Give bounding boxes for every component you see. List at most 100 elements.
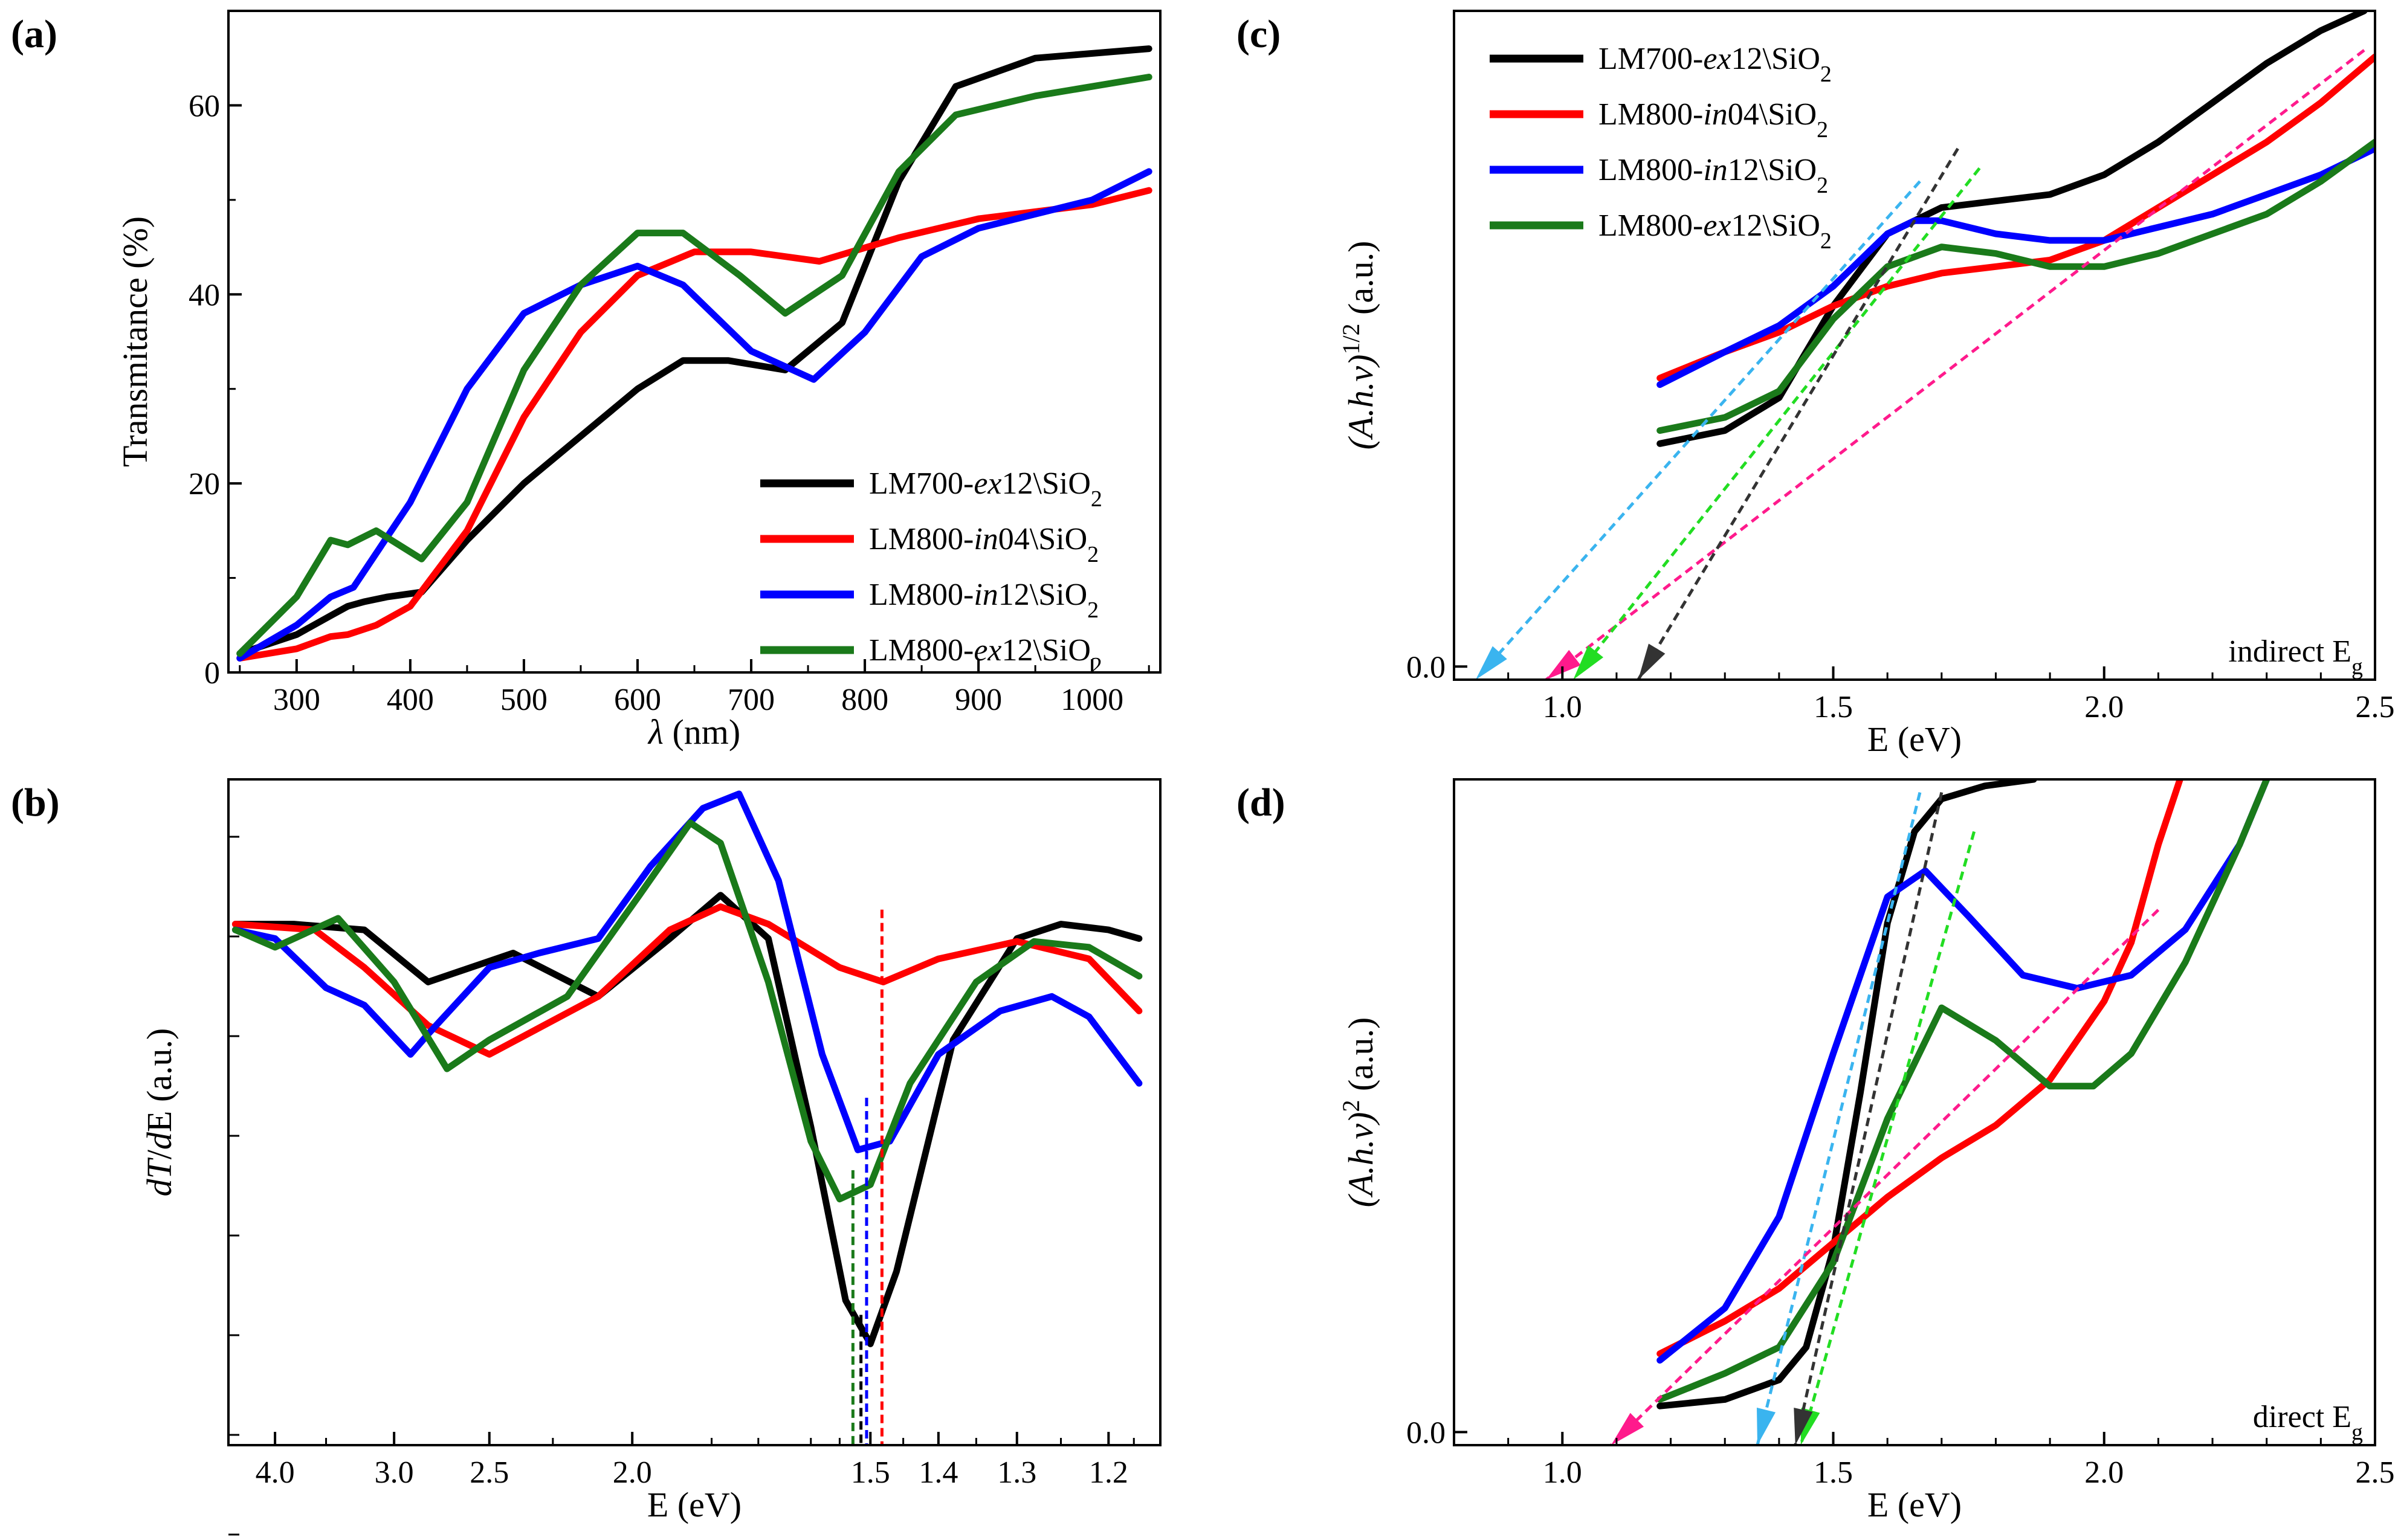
text-layer: 300 400 500 600 700 800 900 1000 0 20 40 60 (a) λ (nm… — [11, 12, 2395, 1524]
panel-a-legend-prefix: LM800- — [869, 522, 974, 556]
panel-b-xtick-label: 2.0 — [613, 1455, 652, 1490]
panel-d-series-red — [1656, 779, 2183, 1358]
panel-c-legend-italic: ex — [1703, 208, 1731, 243]
panel-c-ytick-label: 0.0 — [1406, 650, 1446, 685]
panel-b-series-green — [231, 819, 1143, 1203]
panel-c-xtick-label: 1.0 — [1543, 690, 1582, 724]
panel-c-legend-prefix: LM700- — [1598, 42, 1703, 76]
panel-b-xtick-label: 1.3 — [997, 1455, 1036, 1490]
panel-a-frame — [227, 10, 1162, 674]
panel-b-xtick-label: 2.5 — [470, 1455, 509, 1490]
panel-d-fit-lime — [1799, 831, 1976, 1445]
panel-c-ylabel: (A.h.ν)1/2 (a.u.) — [1337, 241, 1381, 450]
panel-c-fit-lime — [1572, 167, 1981, 680]
panel-c-frame — [1453, 10, 2376, 681]
panel-d-fit-arrow-magenta — [1611, 1413, 1644, 1445]
panel-a-legend-suffix: 04\SiO — [998, 522, 1087, 556]
panel-a-xlabel: λ (nm) — [647, 712, 740, 752]
panel-d-series-green — [1656, 779, 2270, 1403]
panel-d-label: (d) — [1236, 781, 1285, 825]
panel-a-xtick-label: 600 — [614, 683, 661, 717]
panel-a-legend-label: LM700-ex12\SiO2 — [869, 466, 1102, 512]
panel-c-xtick-label: 1.5 — [1814, 690, 1853, 724]
panel-a-ytick-label: 20 — [189, 467, 220, 501]
panel-b-xtick-label: 1.2 — [1089, 1455, 1128, 1490]
panel-a-xlabel-unit: (nm) — [664, 712, 740, 752]
panel-c-xlabel: E (eV) — [1867, 720, 1962, 759]
panel-a-legend-italic: ex — [974, 633, 1001, 668]
panel-c-fit-skyblue — [1474, 180, 1921, 680]
panel-c-legend-prefix: LM800- — [1598, 153, 1703, 187]
panel-a-ytick-label: 40 — [189, 278, 220, 312]
panel-c-label: (c) — [1236, 12, 1281, 56]
panel-a-legend-prefix: LM800- — [869, 578, 974, 612]
panel-a-series-green — [236, 74, 1152, 657]
panel-a-xtick-label: 1000 — [1061, 683, 1123, 717]
panel-a-xlabel-symbol: λ — [647, 712, 664, 752]
panel-a-legend-suffix: 12\SiO — [1002, 633, 1091, 668]
panel-b-ylabel-dT: dT — [140, 1157, 179, 1196]
panel-a-legend-sub: 2 — [1091, 653, 1102, 678]
panel-c-legend-label: LM800-ex12\SiO2 — [1598, 208, 1832, 254]
panel-c-series-blue — [1656, 145, 2375, 388]
panel-a-legend-sub: 2 — [1087, 542, 1099, 567]
panel-a-xtick-label: 500 — [500, 683, 548, 717]
panel-d-fit-gray — [1794, 792, 1944, 1445]
panel-a-plot-area — [236, 45, 1152, 662]
panel-c-legend-label: LM800-in12\SiO2 — [1598, 153, 1828, 198]
panel-d-xtick-label: 2.5 — [2356, 1455, 2395, 1490]
panel-c-xtick-label: 2.0 — [2084, 690, 2124, 724]
panel-b-series-red — [231, 903, 1143, 1058]
panel-b-plot-area — [231, 790, 1143, 1445]
panel-d-plot-area — [1610, 779, 2270, 1445]
panel-c-legend-sub: 2 — [1820, 62, 1832, 87]
panel-b-ylabel-slash: / — [140, 1149, 179, 1159]
panel-d-annotation: direct Eg — [2253, 1400, 2363, 1445]
panel-a-legend-prefix: LM700- — [869, 466, 974, 501]
panel-c-legend-prefix: LM800- — [1598, 97, 1703, 132]
panel-a-xtick-label: 800 — [841, 683, 888, 717]
panel-d-xtick-label: 1.0 — [1543, 1455, 1582, 1490]
panel-a-series-black — [236, 45, 1152, 657]
panel-a-series-red — [236, 187, 1152, 662]
panel-d-fit-magenta — [1610, 909, 2160, 1445]
panel-c-legend-sub: 2 — [1817, 173, 1828, 198]
panel-a-xtick-label: 300 — [273, 683, 320, 717]
panel-c-legend-label: LM700-ex12\SiO2 — [1598, 42, 1832, 87]
panel-b-label: (b) — [11, 781, 60, 825]
panel-b-series-black — [231, 892, 1143, 1347]
panel-d-ylabel-expr: (A.h.ν) — [1341, 1112, 1380, 1208]
panel-d-xlabel: E (eV) — [1867, 1485, 1962, 1524]
panel-a-xtick-label: 900 — [955, 683, 1002, 717]
panel-c-fit-arrow-skyblue — [1475, 646, 1507, 680]
panel-b-xtick-label: 4.0 — [256, 1455, 295, 1490]
panel-c-fit-gray — [1637, 147, 1959, 680]
panel-d-ylabel-power: 2 — [1337, 1100, 1365, 1112]
panel-c-legend-italic: in — [1703, 153, 1727, 187]
panel-a-legend-italic: ex — [974, 466, 1001, 501]
panel-a-legend-suffix: 12\SiO — [998, 578, 1087, 612]
panel-a-legend-sub: 2 — [1091, 486, 1102, 512]
panel-a-series-blue — [236, 168, 1152, 662]
panel-b-xlabel: E (eV) — [647, 1485, 742, 1524]
panel-c-fit-arrow-magenta — [1546, 649, 1581, 680]
panel-a-xtick-label: 400 — [387, 683, 434, 717]
panel-a-legend-suffix: 12\SiO — [1002, 466, 1091, 501]
panel-b-frame — [227, 778, 1162, 1446]
panel-a-legend-label: LM800-in04\SiO2 — [869, 522, 1099, 567]
panel-c-legend-sub: 2 — [1817, 117, 1828, 143]
panel-b-ylabel: dT/dE (a.u.) — [140, 1028, 179, 1197]
panel-a-legend-prefix: LM800- — [869, 633, 974, 668]
panel-c-xtick-label: 2.5 — [2356, 690, 2395, 724]
panel-d-frame — [1453, 778, 2376, 1446]
plot-layer — [231, 11, 2375, 1445]
panel-a-ylabel: Transmitance (%) — [115, 216, 155, 467]
panel-c-legend-prefix: LM800- — [1598, 208, 1703, 243]
panel-a-ytick-label: 60 — [189, 89, 220, 123]
panel-b-ylabel-unit: E (a.u.) — [140, 1028, 179, 1132]
panel-c-ylabel-expr: (A.h.ν) — [1341, 355, 1380, 450]
panel-d-fit-skyblue — [1756, 792, 1922, 1445]
panel-d-fit-arrow-skyblue — [1756, 1407, 1776, 1445]
panel-c-legend-suffix: 12\SiO — [1731, 208, 1820, 243]
